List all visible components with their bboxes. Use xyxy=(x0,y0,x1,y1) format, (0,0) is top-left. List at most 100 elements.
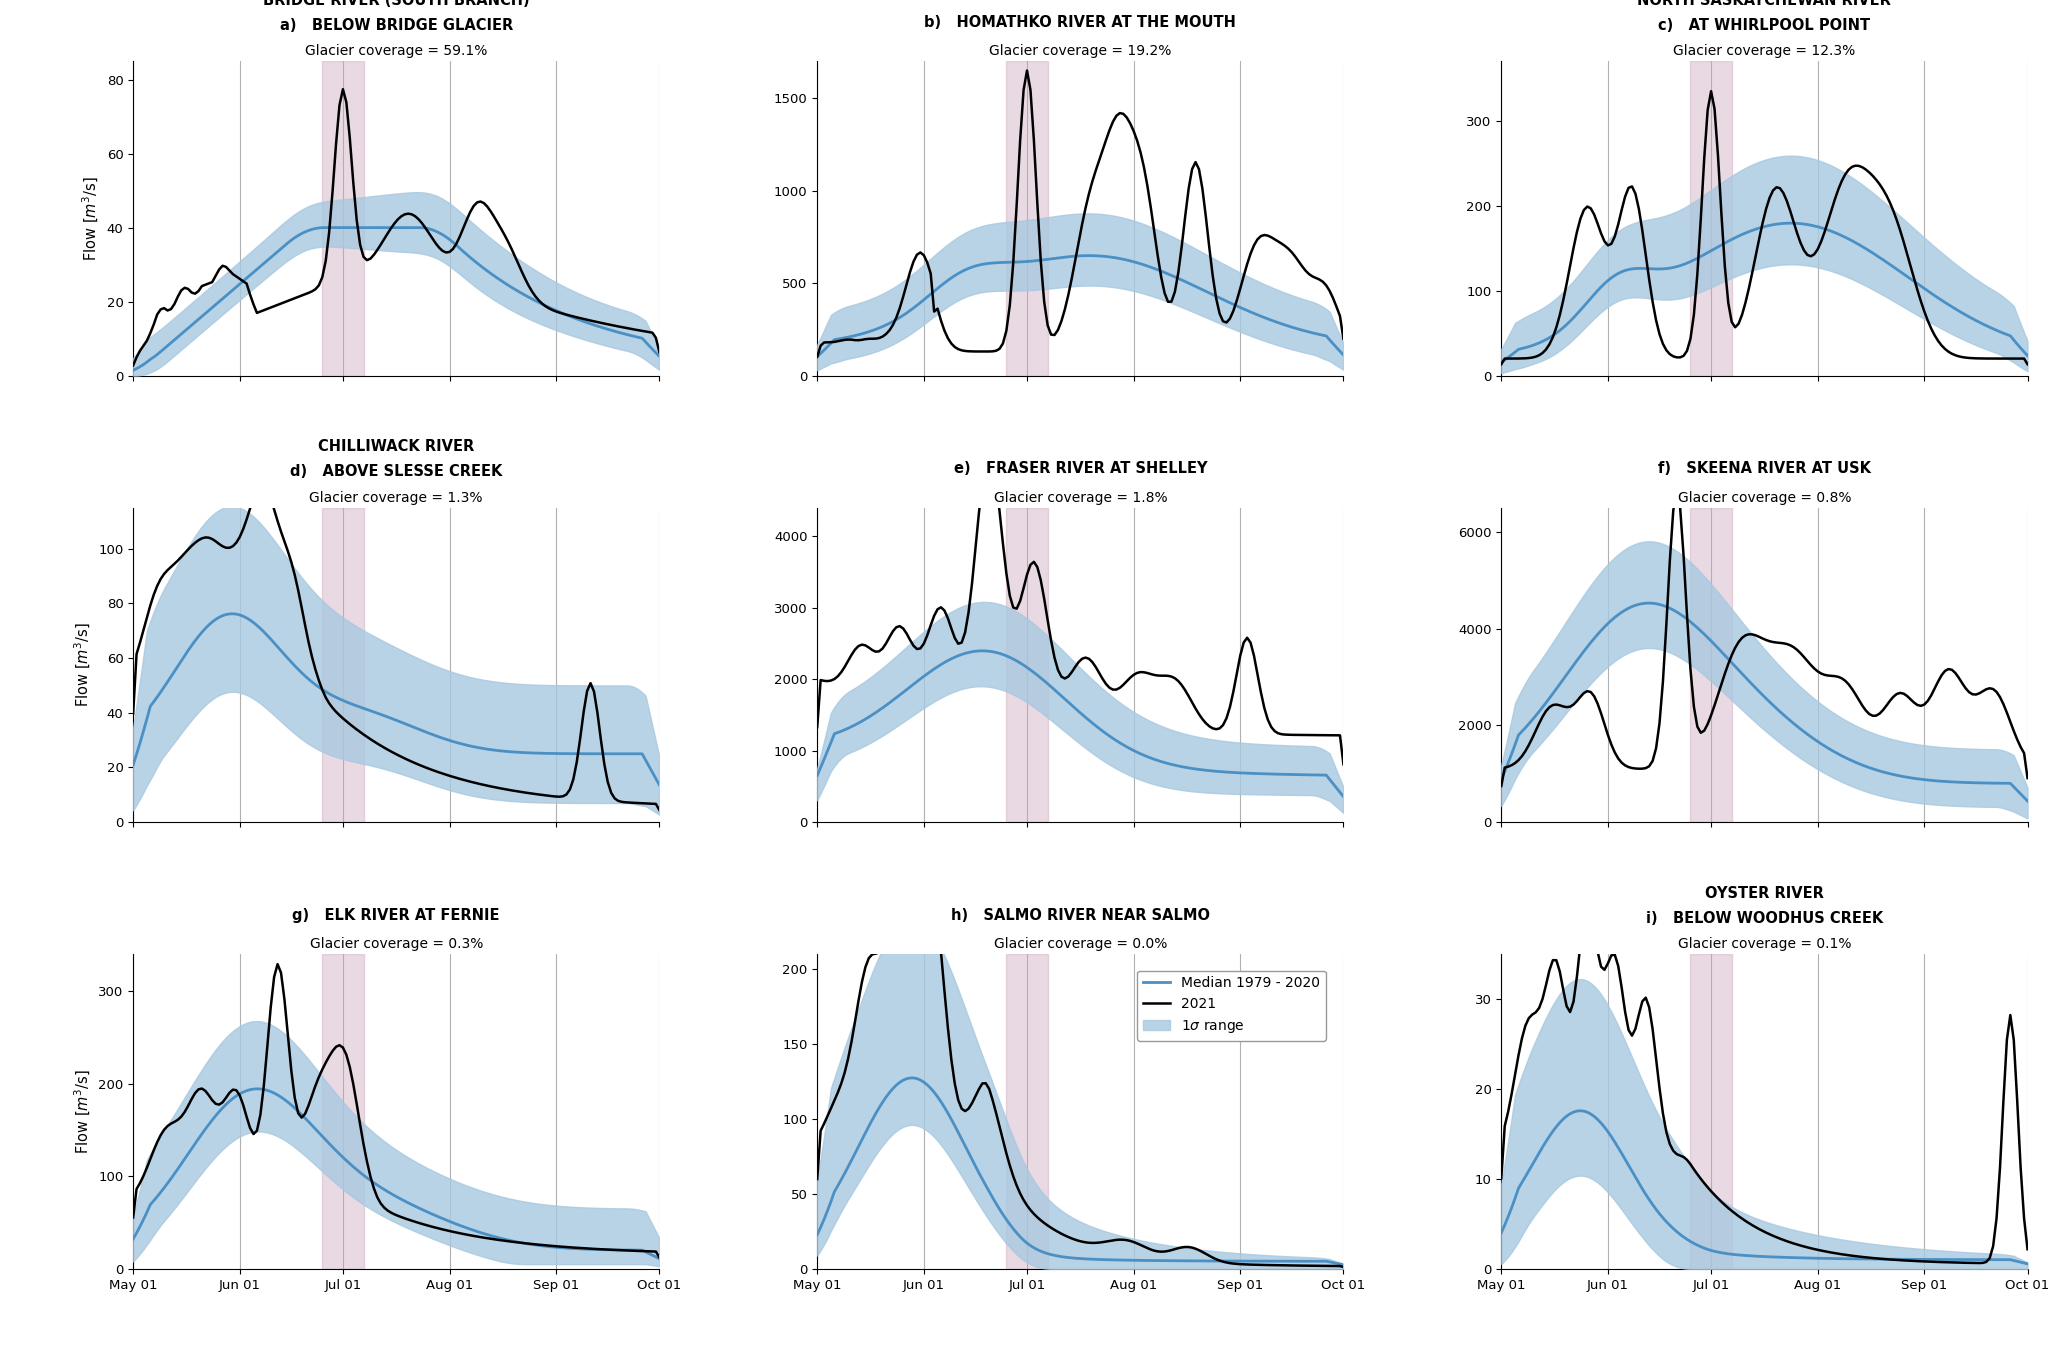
2021 xyxy=(307,672,332,688)
2021 xyxy=(1966,1255,1991,1272)
2021 xyxy=(575,683,600,699)
Median 1979 - 2020 xyxy=(1675,611,1700,627)
Line: 2021: 2021 xyxy=(817,818,1343,1267)
2021 xyxy=(1884,212,1909,228)
2021 xyxy=(1698,83,1722,99)
Median 1979 - 2020 xyxy=(313,220,338,236)
2021 xyxy=(1677,1156,1702,1172)
Text: g)   ELK RIVER AT FERNIE: g) ELK RIVER AT FERNIE xyxy=(293,908,500,923)
Median 1979 - 2020 xyxy=(1827,1251,1851,1267)
2021 xyxy=(459,204,483,220)
Text: b)   HOMATHKO RIVER AT THE MOUTH: b) HOMATHKO RIVER AT THE MOUTH xyxy=(924,15,1237,30)
2021 xyxy=(805,1171,829,1187)
Line: 2021: 2021 xyxy=(1501,490,2028,786)
Median 1979 - 2020 xyxy=(1884,261,1909,277)
Median 1979 - 2020 xyxy=(459,738,483,754)
2021 xyxy=(805,719,829,735)
Median 1979 - 2020 xyxy=(987,254,1012,270)
Median 1979 - 2020 xyxy=(309,1128,334,1144)
Median 1979 - 2020 xyxy=(555,745,580,761)
Text: Glacier coverage = 0.0%: Glacier coverage = 0.0% xyxy=(993,938,1167,951)
Median 1979 - 2020 xyxy=(575,1242,600,1258)
Median 1979 - 2020 xyxy=(2015,792,2040,809)
Bar xyxy=(1690,954,1733,1269)
2021 xyxy=(575,312,600,328)
Line: 2021: 2021 xyxy=(133,90,659,365)
Median 1979 - 2020 xyxy=(121,362,145,379)
2021 xyxy=(1944,347,1968,364)
Line: 2021: 2021 xyxy=(817,71,1343,357)
Median 1979 - 2020 xyxy=(1143,1253,1167,1269)
Median 1979 - 2020 xyxy=(1569,1103,1593,1120)
2021 xyxy=(1884,1251,1909,1267)
2021 xyxy=(516,278,541,294)
Line: Median 1979 - 2020: Median 1979 - 2020 xyxy=(133,1088,659,1259)
Median 1979 - 2020 xyxy=(991,254,1016,270)
Text: BRIDGE RIVER (SOUTH BRANCH): BRIDGE RIVER (SOUTH BRANCH) xyxy=(262,0,530,8)
Median 1979 - 2020 xyxy=(307,220,332,236)
Median 1979 - 2020 xyxy=(1923,288,1948,304)
2021 xyxy=(991,1132,1016,1148)
2021 xyxy=(991,536,1016,552)
2021 xyxy=(1200,1250,1225,1266)
Line: 2021: 2021 xyxy=(1501,91,2028,364)
Median 1979 - 2020 xyxy=(1944,1251,1968,1267)
2021 xyxy=(1827,669,1851,685)
Median 1979 - 2020 xyxy=(309,681,334,697)
Median 1979 - 2020 xyxy=(1331,347,1356,364)
2021 xyxy=(516,1235,541,1251)
2021 xyxy=(1143,666,1167,683)
Text: Glacier coverage = 59.1%: Glacier coverage = 59.1% xyxy=(305,43,487,58)
Bar xyxy=(322,954,365,1269)
Line: 2021: 2021 xyxy=(133,484,659,810)
Median 1979 - 2020 xyxy=(459,250,483,266)
2021 xyxy=(516,784,541,801)
Text: Glacier coverage = 1.3%: Glacier coverage = 1.3% xyxy=(309,490,483,505)
Text: h)   SALMO RIVER NEAR SALMO: h) SALMO RIVER NEAR SALMO xyxy=(950,908,1210,923)
Median 1979 - 2020 xyxy=(244,1080,268,1096)
Line: Median 1979 - 2020: Median 1979 - 2020 xyxy=(817,651,1343,797)
Line: Median 1979 - 2020: Median 1979 - 2020 xyxy=(1501,603,2028,801)
Line: Median 1979 - 2020: Median 1979 - 2020 xyxy=(1501,1111,2028,1263)
2021 xyxy=(248,476,272,493)
2021 xyxy=(307,1069,332,1086)
2021 xyxy=(1923,680,1948,696)
Bar xyxy=(322,61,365,376)
Bar xyxy=(1006,954,1049,1269)
2021 xyxy=(977,445,1001,461)
Median 1979 - 2020 xyxy=(121,757,145,773)
Median 1979 - 2020 xyxy=(1200,286,1225,303)
2021 xyxy=(2015,356,2040,372)
2021 xyxy=(805,349,829,365)
2021 xyxy=(987,341,1012,357)
2021 xyxy=(309,1061,334,1077)
Median 1979 - 2020 xyxy=(1239,304,1264,320)
Median 1979 - 2020 xyxy=(1675,255,1700,271)
Median 1979 - 2020 xyxy=(516,745,541,761)
2021 xyxy=(993,566,1018,582)
Median 1979 - 2020 xyxy=(647,776,672,792)
Median 1979 - 2020 xyxy=(575,315,600,331)
2021 xyxy=(555,1239,580,1255)
2021 xyxy=(647,343,672,360)
Median 1979 - 2020 xyxy=(1077,247,1102,263)
Text: OYSTER RIVER: OYSTER RIVER xyxy=(1706,886,1825,901)
Median 1979 - 2020 xyxy=(1677,613,1702,630)
Median 1979 - 2020 xyxy=(1260,1253,1284,1269)
2021 xyxy=(991,335,1016,351)
Text: NORTH SASKATCHEWAN RIVER: NORTH SASKATCHEWAN RIVER xyxy=(1638,0,1892,8)
2021 xyxy=(1675,343,1700,360)
Median 1979 - 2020 xyxy=(1944,773,1968,790)
Text: i)   BELOW WOODHUS CREEK: i) BELOW WOODHUS CREEK xyxy=(1647,911,1882,925)
Median 1979 - 2020 xyxy=(575,745,600,761)
2021 xyxy=(897,810,922,826)
Median 1979 - 2020 xyxy=(1331,1257,1356,1273)
Median 1979 - 2020 xyxy=(459,1221,483,1238)
Median 1979 - 2020 xyxy=(1884,767,1909,783)
Median 1979 - 2020 xyxy=(1636,594,1661,611)
2021 xyxy=(647,802,672,818)
2021 xyxy=(647,1250,672,1266)
Median 1979 - 2020 xyxy=(805,349,829,365)
2021 xyxy=(1239,635,1264,651)
Median 1979 - 2020 xyxy=(1260,765,1284,782)
